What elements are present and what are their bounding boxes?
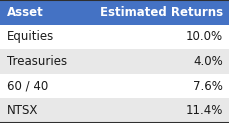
Text: 10.0%: 10.0% bbox=[185, 30, 222, 43]
Text: Estimated Returns: Estimated Returns bbox=[100, 6, 222, 19]
Text: 60 / 40: 60 / 40 bbox=[7, 80, 48, 93]
FancyBboxPatch shape bbox=[0, 49, 229, 74]
FancyBboxPatch shape bbox=[0, 74, 229, 98]
FancyBboxPatch shape bbox=[0, 98, 229, 123]
FancyBboxPatch shape bbox=[0, 0, 229, 25]
Text: Equities: Equities bbox=[7, 30, 54, 43]
Text: Treasuries: Treasuries bbox=[7, 55, 67, 68]
Text: 11.4%: 11.4% bbox=[185, 104, 222, 117]
Text: 7.6%: 7.6% bbox=[192, 80, 222, 93]
Text: NTSX: NTSX bbox=[7, 104, 38, 117]
Text: Asset: Asset bbox=[7, 6, 44, 19]
FancyBboxPatch shape bbox=[0, 25, 229, 49]
Text: 4.0%: 4.0% bbox=[193, 55, 222, 68]
